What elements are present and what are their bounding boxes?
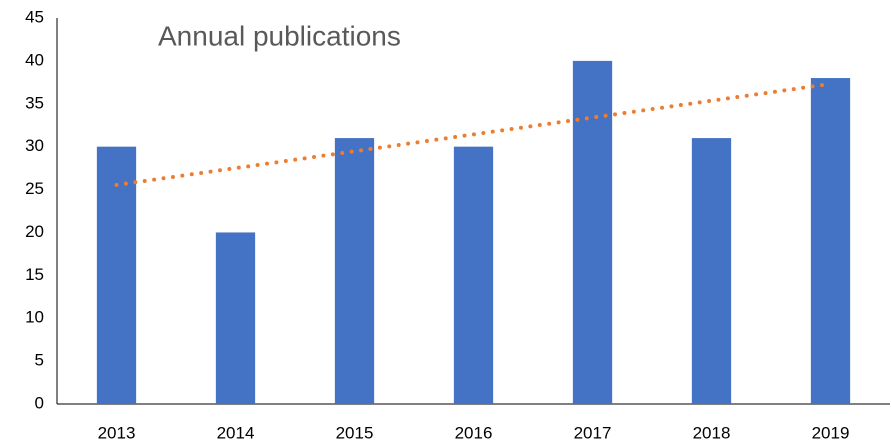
y-tick-label: 40	[25, 50, 44, 69]
bar	[215, 232, 256, 404]
x-tick-label: 2013	[98, 423, 136, 442]
y-tick-label: 45	[25, 7, 44, 26]
x-tick-label: 2018	[693, 423, 731, 442]
x-tick-label: 2019	[812, 423, 850, 442]
bar	[96, 146, 137, 404]
y-tick-label: 35	[25, 93, 44, 112]
y-tick-label: 30	[25, 136, 44, 155]
bar	[453, 146, 494, 404]
y-tick-label: 10	[25, 308, 44, 327]
y-tick-label: 25	[25, 179, 44, 198]
chart-title: Annual publications	[158, 20, 401, 51]
x-tick-label: 2015	[336, 423, 374, 442]
bar	[810, 78, 851, 405]
y-tick-label: 20	[25, 222, 44, 241]
trendline	[114, 81, 833, 187]
y-tick-label: 5	[35, 351, 44, 370]
x-tick-label: 2014	[217, 423, 255, 442]
y-tick-label: 15	[25, 265, 44, 284]
bar	[334, 138, 375, 405]
x-tick-label: 2017	[574, 423, 612, 442]
x-tick-label: 2016	[455, 423, 493, 442]
bar	[691, 138, 732, 405]
bar	[572, 60, 613, 405]
y-tick-label: 0	[35, 393, 44, 412]
